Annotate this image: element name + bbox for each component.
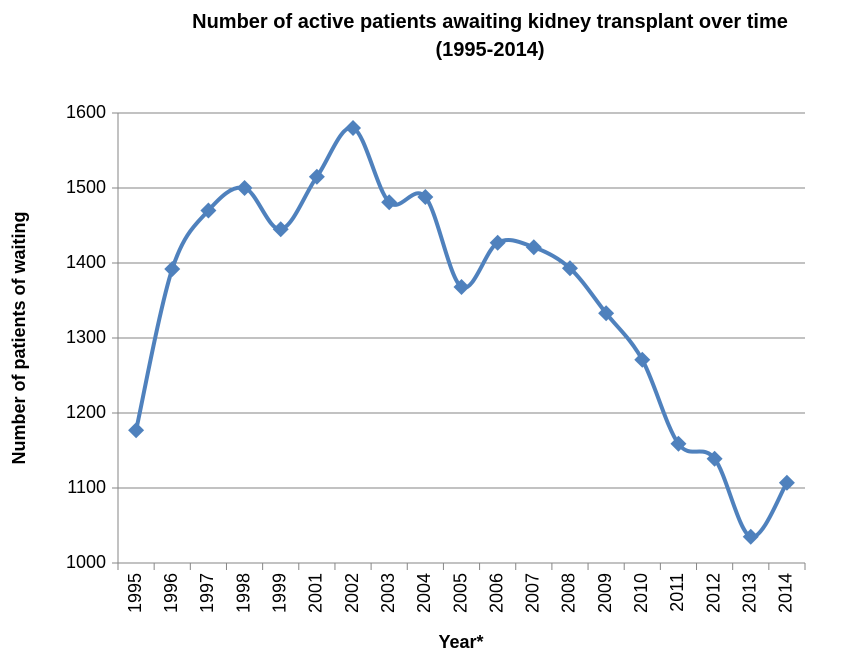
chart-title: Number of active patients awaiting kidne… xyxy=(192,11,788,61)
data-marker xyxy=(706,450,723,467)
y-tick-label: 1500 xyxy=(66,177,106,197)
data-marker xyxy=(778,474,795,491)
x-tick-label: 2013 xyxy=(740,573,760,613)
data-marker xyxy=(345,120,362,136)
x-tick-label: 2014 xyxy=(776,573,796,613)
data-marker xyxy=(561,260,578,277)
data-marker xyxy=(128,422,145,439)
data-marker xyxy=(381,194,398,211)
x-tick-label: 2011 xyxy=(667,573,687,612)
y-axis-label: Number of patients of waiting xyxy=(9,211,29,464)
data-marker xyxy=(598,305,615,322)
data-marker xyxy=(200,202,217,219)
x-axis-label: Year* xyxy=(438,632,483,652)
data-marker xyxy=(417,189,434,205)
data-line xyxy=(134,125,789,539)
data-marker xyxy=(525,239,542,256)
x-tick-label: 1997 xyxy=(197,573,217,613)
x-tick-label: 1995 xyxy=(125,573,145,613)
y-tick-label: 1300 xyxy=(66,327,106,347)
x-tick-label: 2001 xyxy=(306,573,326,613)
x-tick-label: 1999 xyxy=(269,573,289,613)
y-tick-label: 1000 xyxy=(66,552,106,572)
y-tick-label: 1100 xyxy=(67,477,106,497)
data-marker xyxy=(164,261,181,277)
x-tick-label: 2009 xyxy=(595,573,615,613)
y-tick-label: 1200 xyxy=(66,402,106,422)
x-tick-label: 2002 xyxy=(342,573,362,613)
x-tick-label: 2010 xyxy=(631,573,651,613)
data-marker xyxy=(308,168,325,185)
y-tick-label: 1600 xyxy=(66,102,106,122)
data-marker xyxy=(742,528,759,545)
x-tick-label: 2006 xyxy=(486,573,506,613)
x-tick-label: 2004 xyxy=(414,573,434,613)
x-tick-label: 2012 xyxy=(703,573,723,613)
data-marker xyxy=(453,279,470,295)
x-tick-label: 1996 xyxy=(161,573,181,613)
data-marker xyxy=(272,221,289,238)
data-marker xyxy=(634,351,651,368)
x-tick-label: 1998 xyxy=(233,573,253,613)
x-tick-label: 2008 xyxy=(559,573,579,613)
y-tick-label: 1400 xyxy=(66,252,106,272)
data-marker xyxy=(489,234,506,251)
x-tick-label: 2003 xyxy=(378,573,398,613)
data-marker xyxy=(236,180,253,196)
data-marker xyxy=(670,435,687,452)
x-tick-label: 2005 xyxy=(450,573,470,613)
x-tick-label: 2007 xyxy=(523,573,543,613)
